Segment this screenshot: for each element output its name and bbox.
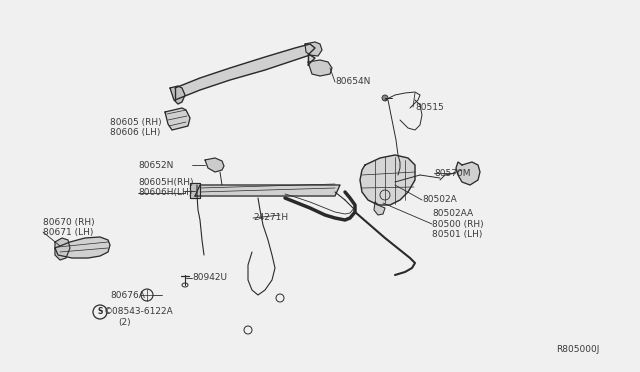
- Polygon shape: [190, 183, 200, 198]
- Text: 24271H: 24271H: [253, 214, 288, 222]
- Text: 80942U: 80942U: [192, 273, 227, 282]
- Text: S: S: [97, 308, 102, 317]
- Polygon shape: [205, 158, 224, 172]
- Polygon shape: [55, 238, 70, 260]
- Text: 80502A: 80502A: [422, 196, 457, 205]
- Polygon shape: [456, 162, 480, 185]
- Text: 80654N: 80654N: [335, 77, 371, 87]
- Text: ©08543-6122A: ©08543-6122A: [104, 308, 173, 317]
- Polygon shape: [305, 42, 322, 56]
- Text: 80606 (LH): 80606 (LH): [110, 128, 161, 138]
- Polygon shape: [55, 237, 110, 258]
- Text: (2): (2): [118, 317, 131, 327]
- Polygon shape: [195, 185, 340, 196]
- Text: 80671 (LH): 80671 (LH): [43, 228, 93, 237]
- Polygon shape: [175, 44, 315, 100]
- Circle shape: [382, 95, 388, 101]
- Text: 80570M: 80570M: [434, 169, 470, 177]
- Text: 80606H(LH): 80606H(LH): [138, 189, 192, 198]
- Text: 80652N: 80652N: [138, 160, 173, 170]
- Polygon shape: [308, 60, 332, 76]
- Text: 80605H(RH): 80605H(RH): [138, 179, 193, 187]
- Polygon shape: [165, 108, 190, 130]
- Text: 80501 (LH): 80501 (LH): [432, 230, 483, 238]
- Text: 80670 (RH): 80670 (RH): [43, 218, 95, 227]
- Polygon shape: [374, 202, 385, 215]
- Text: R805000J: R805000J: [556, 346, 600, 355]
- Text: 80605 (RH): 80605 (RH): [110, 119, 162, 128]
- Polygon shape: [360, 155, 415, 205]
- Polygon shape: [170, 86, 185, 104]
- Text: 80502AA: 80502AA: [432, 209, 473, 218]
- Text: 80500 (RH): 80500 (RH): [432, 219, 484, 228]
- Text: 80515: 80515: [415, 103, 444, 112]
- Text: 80676A: 80676A: [110, 291, 145, 299]
